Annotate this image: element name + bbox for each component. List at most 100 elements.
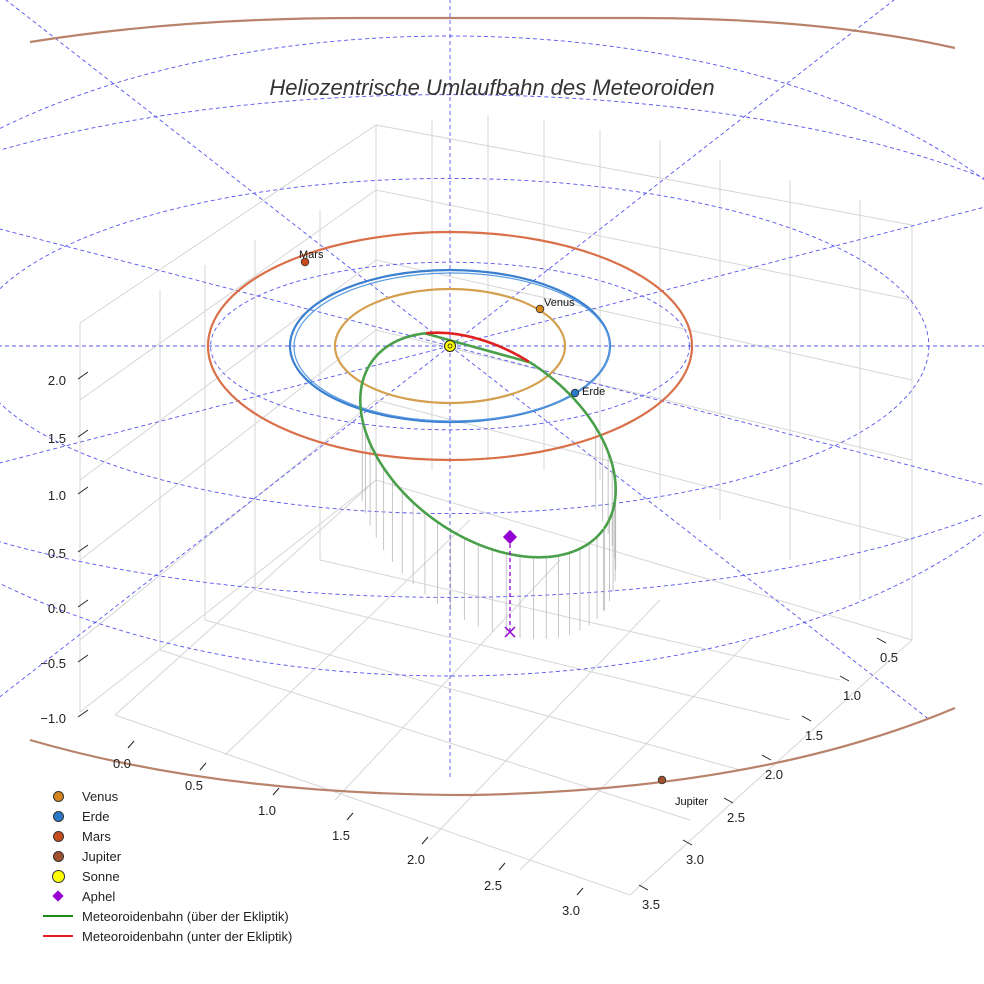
- x-tick-label: 3.0: [562, 903, 580, 918]
- planet-label-venus: Venus: [544, 297, 575, 309]
- legend-line-icon: [43, 935, 73, 937]
- legend-item: Venus: [40, 786, 292, 806]
- y-tick-label: 1.5: [805, 728, 823, 743]
- x-tick-mark: [421, 836, 429, 845]
- legend-dot-icon: [52, 810, 64, 822]
- orbit-jupiter-top: [29, 16, 956, 50]
- legend-label: Meteoroidenbahn (unter der Ekliptik): [82, 928, 293, 944]
- legend-dot-big-icon: [51, 869, 65, 883]
- x-tick-label: 1.0: [258, 803, 276, 818]
- orbit-mars: [206, 230, 694, 462]
- x-tick-label: 2.0: [407, 852, 425, 867]
- planet-label-mars: Mars: [299, 249, 324, 261]
- x-tick-label: 0.5: [185, 778, 203, 793]
- grid-spoke: [449, 345, 930, 720]
- legend-symbol: [40, 886, 76, 906]
- grid-spoke: [5, 0, 451, 347]
- drop-lines: [361, 418, 617, 640]
- x-tick-mark: [346, 812, 354, 821]
- pane-line: [629, 639, 913, 896]
- legend-item: Meteoroidenbahn (unter der Ekliptik): [40, 926, 292, 946]
- axis-ticks: −1.0 −0.5 0.0 0.5 1.0 1.5 2.0 0.0 0.5 1.0 1.5 2.0 2.…: [40, 371, 898, 918]
- planet-erde: [570, 388, 580, 398]
- legend-label: Jupiter: [82, 848, 122, 864]
- x-tick-label: 1.5: [332, 828, 350, 843]
- legend-symbol: [40, 866, 76, 886]
- z-tick-label: −1.0: [40, 711, 66, 726]
- legend-line-icon: [43, 915, 73, 917]
- legend-label: Mars: [82, 828, 111, 844]
- planet-orbits: [29, 16, 956, 797]
- legend-item: Meteoroidenbahn (über der Ekliptik): [40, 906, 292, 926]
- y-tick-mark: [723, 797, 734, 804]
- legend: Venus Erde Mars Jupiter Sonne Aphel Meteoroide…: [40, 786, 292, 946]
- meteoroid-orbit-above: [359, 332, 617, 559]
- pane-line: [114, 479, 377, 716]
- legend-label: Erde: [82, 808, 110, 824]
- aphel-marker: [502, 529, 518, 545]
- y-tick-label: 2.5: [727, 810, 745, 825]
- z-tick-label: 1.0: [48, 488, 66, 503]
- meteoroid-orbit-below: [426, 331, 530, 363]
- pane-line: [375, 259, 913, 381]
- legend-item: Mars: [40, 826, 292, 846]
- pane-line: [79, 399, 377, 641]
- pane-line: [334, 559, 561, 801]
- pane-line: [204, 619, 741, 771]
- planet-mars: [300, 257, 310, 267]
- pane-line: [429, 599, 661, 841]
- y-tick-label: 3.5: [642, 897, 660, 912]
- z-tick-label: 2.0: [48, 373, 66, 388]
- y-tick-label: 3.0: [686, 852, 704, 867]
- legend-symbol: [40, 926, 76, 946]
- legend-symbol: [40, 826, 76, 846]
- x-tick-label: 0.0: [113, 756, 131, 771]
- y-tick-mark: [682, 839, 693, 846]
- z-tick-label: −0.5: [40, 656, 66, 671]
- grid-spoke: [0, 345, 451, 464]
- x-tick-mark: [576, 887, 584, 896]
- orbit-venus: [333, 287, 567, 405]
- y-tick-mark: [761, 754, 772, 761]
- legend-symbol: [40, 806, 76, 826]
- y-tick-label: 1.0: [843, 688, 861, 703]
- sun-center: [447, 343, 453, 349]
- sun-marker: [444, 340, 456, 352]
- legend-label: Meteoroidenbahn (über der Ekliptik): [82, 908, 289, 924]
- z-tick-label: 0.5: [48, 546, 66, 561]
- grid-spoke: [0, 345, 451, 698]
- y-tick-mark: [801, 715, 812, 722]
- z-tick-mark: [77, 709, 89, 718]
- z-tick-label: 0.0: [48, 601, 66, 616]
- chart-title: Heliozentrische Umlaufbahn des Meteoroid…: [269, 75, 714, 100]
- x-tick-mark: [272, 787, 280, 796]
- z-tick-mark: [77, 371, 89, 380]
- legend-symbol: [40, 786, 76, 806]
- legend-dot-icon: [52, 790, 64, 802]
- legend-item: Jupiter: [40, 846, 292, 866]
- legend-dot-icon: [52, 850, 64, 862]
- pane-line: [159, 649, 691, 821]
- x-tick-label: 2.5: [484, 878, 502, 893]
- y-tick-mark: [638, 884, 649, 891]
- pane-line: [254, 589, 791, 721]
- planet-markers: Venus Erde Mars Jupiter: [299, 249, 708, 808]
- legend-label: Aphel: [82, 888, 116, 904]
- x-tick-mark: [498, 862, 506, 871]
- legend-symbol: [40, 906, 76, 926]
- pane-line: [224, 519, 471, 756]
- aphel-projection-cross: [504, 626, 516, 638]
- grid-spoke: [449, 345, 984, 486]
- ecliptic-grid: [0, 0, 984, 777]
- pane-line: [519, 639, 751, 871]
- pane-line: [79, 124, 377, 324]
- pane-line: [79, 329, 377, 561]
- grid-spoke: [449, 0, 895, 347]
- legend-item: Erde: [40, 806, 292, 826]
- legend-dot-icon: [52, 830, 64, 842]
- pane-line: [375, 189, 913, 301]
- grid-circle: [0, 94, 984, 598]
- x-tick-mark: [127, 740, 135, 749]
- planet-label-jupiter: Jupiter: [675, 796, 708, 808]
